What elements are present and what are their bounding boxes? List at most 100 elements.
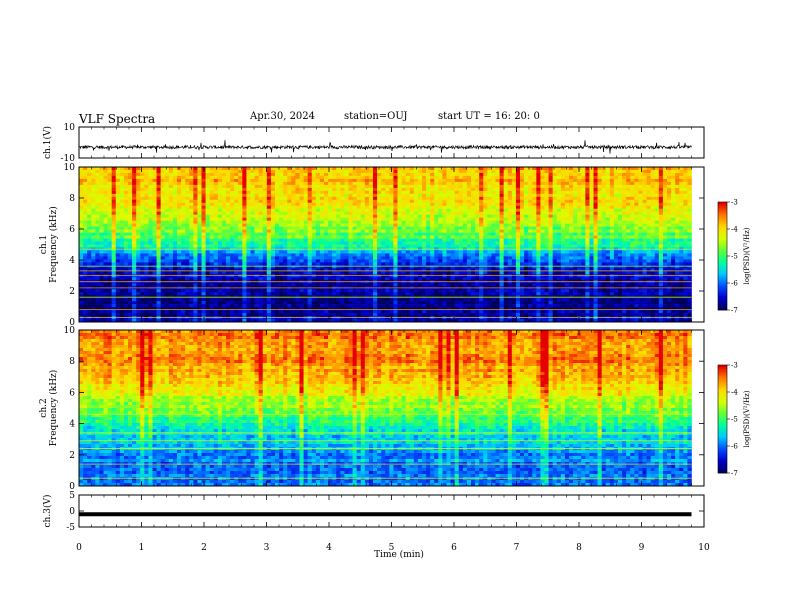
ch1-spectrogram-cell [83,184,88,189]
ch1-spectrogram-cell [569,187,574,192]
ch1-spectrogram-cell [115,256,121,260]
ch1-spectrogram-cell [483,226,488,230]
ch1-spectrogram-cell [99,235,104,239]
ch1-spectrogram-cell [458,208,464,213]
ch1-spectrogram-cell [430,169,435,174]
ch1-spectrogram-cell [630,184,635,189]
ch1-spectrogram-cell [552,202,558,207]
ch1-spectrogram-cell [119,259,125,263]
ch1-spectrogram-cell [128,202,133,207]
ch1-spectrogram-cell [393,217,398,221]
ch1-spectrogram-cell [373,172,378,177]
ch1-spectrogram-cell [279,178,284,183]
ch1-spectrogram-cell [226,256,231,260]
ch1-spectrogram-cell [560,167,566,171]
ch1-spectrogram-cell [213,169,219,174]
ch1-spectrogram-cell [585,208,590,213]
ch1-spectrogram-cell [87,250,92,254]
ch1-spectrogram-cell [332,211,337,215]
ch1-spectrogram-cell [340,244,345,248]
ch1-spectrogram-cell [205,241,210,245]
ch1-spectrogram-cell [585,181,590,186]
ch1-spectrogram-cell [466,205,472,210]
ch1-spectrogram-cell [91,208,96,213]
ch1-spectrogram-cell [422,241,427,245]
ch1-spectrogram-cell [181,229,186,233]
ch1-spectrogram-cell [213,223,219,227]
ch1-spectrogram-cell [103,262,108,266]
ch1-spectrogram-cell [618,253,623,257]
ch1-spectrogram-cell [548,241,553,245]
ch1-spectrogram-cell [532,175,537,180]
ch1-spectrogram-cell [499,214,504,218]
ch1-spectrogram-cell [618,193,623,198]
ch1-spectrogram-cell [324,235,329,239]
ch1-spectrogram-cell [87,208,92,213]
ch1-spectrogram-cell [205,175,210,180]
ch1-spectrogram-cell [356,250,362,254]
ch1-spectrogram-cell [79,178,84,183]
ch1-spectrogram-cell [552,193,558,198]
ch1-spectrogram-cell [283,187,288,192]
ch1-spectrogram-cell [332,184,337,189]
ch1-spectrogram-cell [650,220,656,224]
ch1-spectrogram-cell [368,196,374,201]
ch1-spectrogram-cell [328,229,333,233]
ch1-spectrogram-cell [626,199,631,204]
ch1-spectrogram-cell [385,256,390,260]
ch1-spectrogram-cell [544,241,549,245]
ch1-spectrogram-cell [258,223,264,227]
ch1-spectrogram-cell [381,181,386,186]
ch1-spectrogram-cell [667,253,672,257]
ch1-spectrogram-cell [495,250,500,254]
ch1-spectrogram-cell [381,190,386,195]
ch1-spectrogram-cell [181,232,186,236]
ch1-spectrogram-cell [250,217,255,221]
ch1-spectrogram-cell [585,167,590,171]
ch1-spectrogram-cell [540,235,545,239]
ch1-spectrogram-cell [601,241,607,245]
ch1-spectrogram-cell [279,187,284,192]
ch1-spectrogram-cell [352,167,357,171]
ch1-spectrogram-cell [91,223,96,227]
ch1-spectrogram-cell [352,226,357,230]
ch1-spectrogram-cell [626,238,631,242]
ch1-spectrogram-cell [479,256,484,260]
ch1-spectrogram-cell [258,226,264,230]
ch1-spectrogram-cell [581,229,586,233]
ch1-spectrogram-cell [287,256,292,260]
ch1-spectrogram-cell [630,256,635,260]
ch1-spectrogram-cell [589,199,594,204]
ch1-spectrogram-cell [356,169,362,174]
ch1-spectrogram-cell [336,172,341,177]
ch1-spectrogram-cell [217,235,223,239]
ch1-spectrogram-cell [458,181,464,186]
ch1-spectrogram-cell [581,199,586,204]
ch1-spectrogram-cell [622,226,627,230]
ch1-spectrogram-cell [520,235,525,239]
ch1-spectrogram-cell [679,217,684,221]
ch1-spectrogram-cell [177,238,182,242]
ch1-spectrogram-cell [352,211,357,215]
ch1-spectrogram-cell [422,196,427,201]
ch1-spectrogram-cell [605,178,611,183]
ch1-spectrogram-cell [254,259,259,263]
ch1-spectrogram-cell [377,250,382,254]
ch1-spectrogram-cell [230,205,235,210]
ch1-spectrogram-cell [266,181,272,186]
ch1-spectrogram-cell [540,172,545,177]
ch1-spectrogram-cell [413,226,419,230]
ch1-spectrogram-cell [462,250,468,254]
ch1-spectrogram-cell [144,226,149,230]
ch1-spectrogram-cell [589,238,594,242]
ch1-spectrogram-cell [654,172,660,177]
ch1-spectrogram-cell [667,244,672,248]
ch1-spectrogram-cell [434,253,439,257]
ch1-spectrogram-cell [303,250,308,254]
ch1-spectrogram-cell [356,193,362,198]
ch1-spectrogram-cell [156,205,161,210]
ch1-spectrogram-cell [217,214,223,218]
ch1-spectrogram-cell [434,256,439,260]
ch1-spectrogram-cell [254,208,259,213]
ch1-spectrogram-cell [413,253,419,257]
